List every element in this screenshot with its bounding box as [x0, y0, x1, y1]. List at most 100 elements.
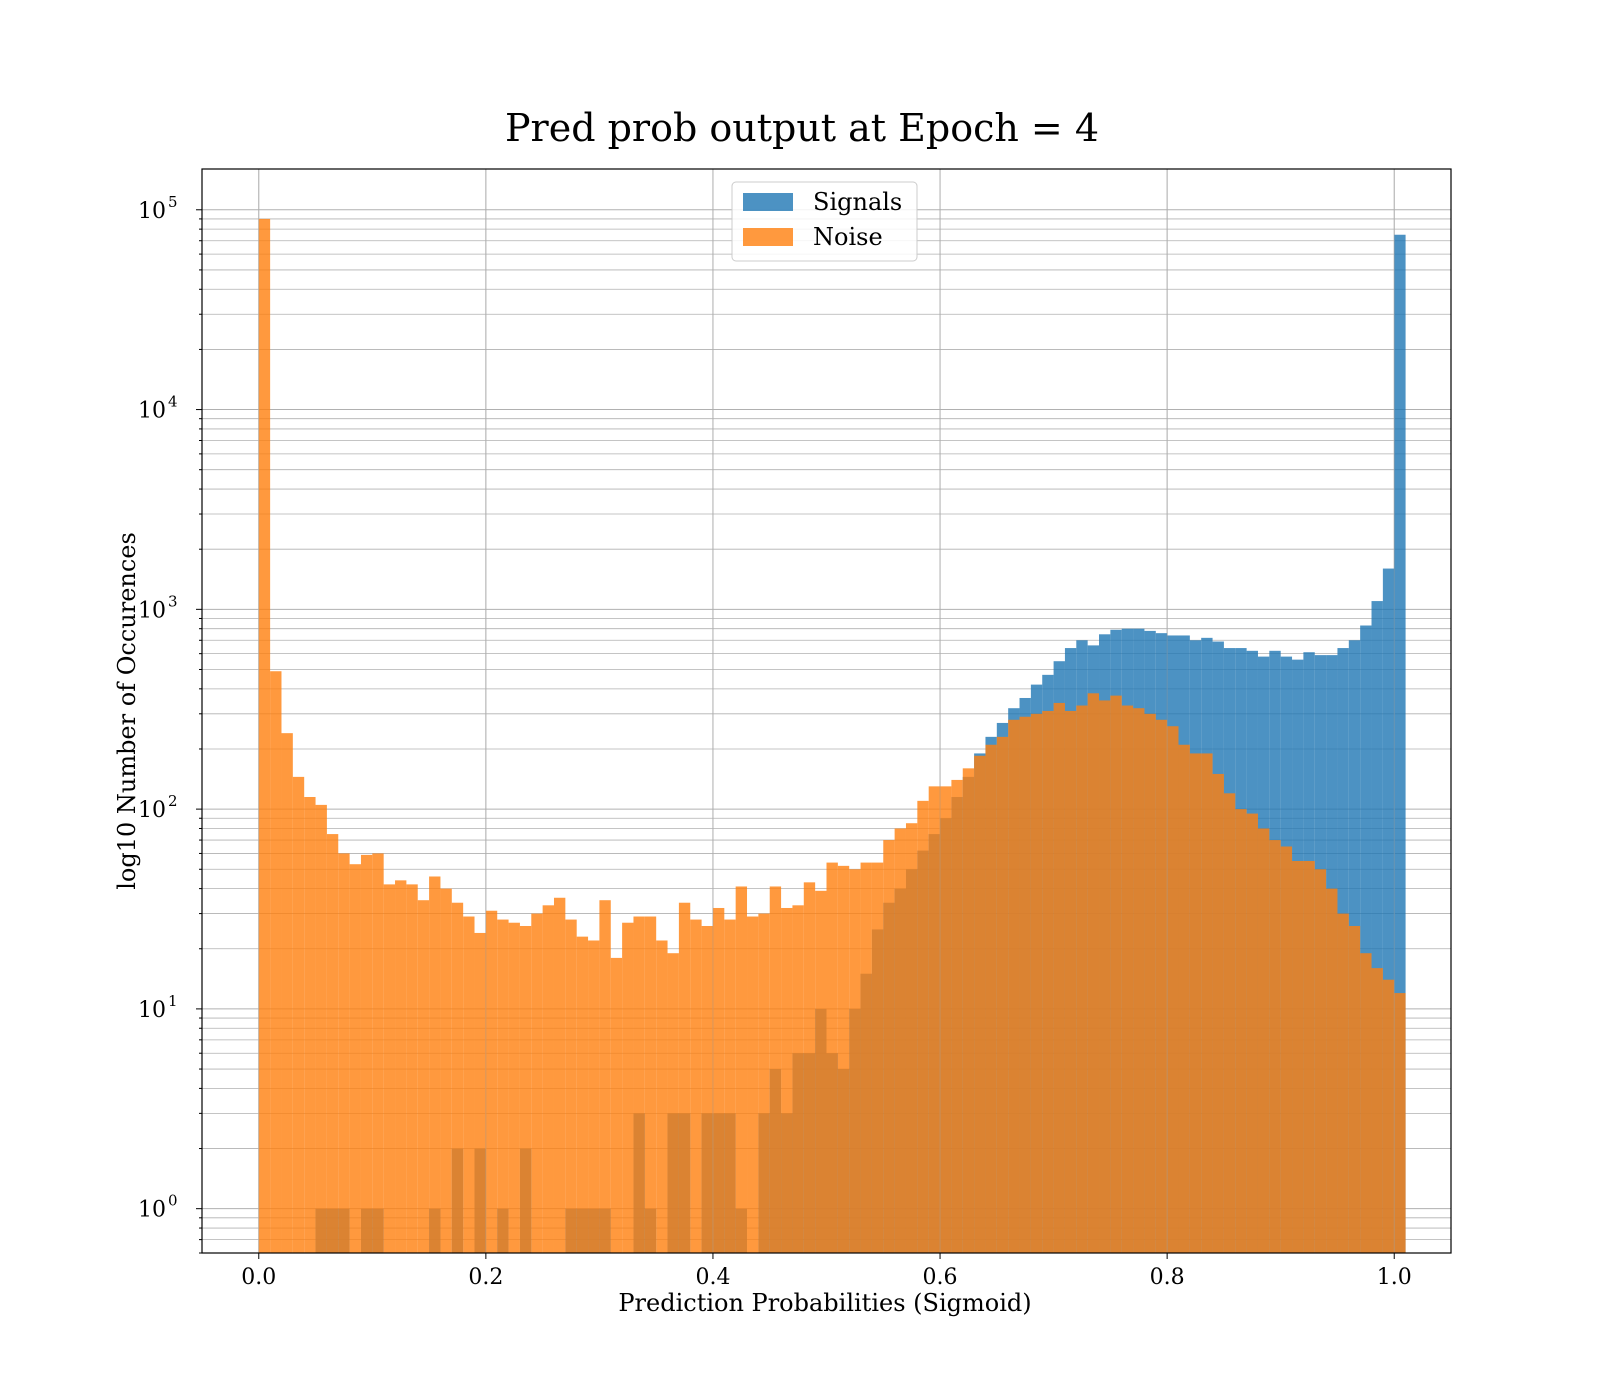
- histogram-bar-noise: [1382, 979, 1395, 1253]
- histogram-bar-noise: [667, 953, 679, 1253]
- histogram-bar-noise: [917, 800, 929, 1253]
- histogram-bar-noise: [1076, 705, 1088, 1253]
- y-tick-exponent: 2: [168, 792, 178, 810]
- histogram-bar-noise: [1360, 953, 1372, 1253]
- histogram-bar-noise: [701, 925, 713, 1253]
- y-tick-label: 10: [138, 998, 166, 1023]
- histogram-bar-noise: [678, 902, 691, 1253]
- histogram-bar-noise: [553, 897, 566, 1253]
- histogram-bar-noise: [1348, 925, 1361, 1253]
- histogram-bar-noise: [304, 796, 316, 1253]
- histogram-bar-noise: [1178, 744, 1190, 1253]
- histogram-bar-noise: [849, 869, 861, 1253]
- histogram-bar-noise: [588, 940, 600, 1253]
- legend: Signals Noise: [731, 181, 918, 262]
- legend-swatch-noise: [743, 228, 793, 246]
- histogram-bar-noise: [1053, 702, 1065, 1253]
- histogram-bar-noise: [1087, 693, 1100, 1253]
- histogram-bar-noise: [542, 905, 554, 1253]
- histogram-bar-noise: [815, 890, 827, 1253]
- histogram-bar-noise: [326, 834, 339, 1253]
- histogram-bar-noise: [1133, 708, 1145, 1253]
- histogram-bar-noise: [690, 919, 702, 1253]
- histogram-bar-noise: [338, 853, 350, 1253]
- histogram-bar-noise: [656, 940, 668, 1253]
- histogram-bar-noise: [644, 916, 657, 1253]
- histogram-bar-noise: [429, 876, 441, 1253]
- histogram-bar-noise: [372, 853, 384, 1253]
- y-tick-exponent: 3: [168, 592, 178, 610]
- histogram-bar-noise: [747, 916, 759, 1253]
- histogram-bar-noise: [1235, 809, 1247, 1253]
- x-tick-label: 0.8: [1150, 1265, 1185, 1290]
- histogram-bar-noise: [735, 886, 748, 1253]
- y-tick-label: 10: [138, 399, 166, 424]
- histogram-bar-noise: [1019, 716, 1031, 1253]
- histogram-bar-noise: [383, 884, 396, 1253]
- y-tick-label: 10: [138, 199, 166, 224]
- histogram-bar-noise: [996, 736, 1009, 1253]
- histogram-bar-noise: [758, 913, 770, 1253]
- histogram-bar-noise: [837, 865, 850, 1253]
- y-tick-exponent: 4: [168, 393, 178, 411]
- histogram-bar-noise: [1246, 813, 1258, 1253]
- legend-label-signals: Signals: [813, 188, 902, 216]
- histogram-bar-noise: [792, 905, 804, 1253]
- histogram-bar-noise: [905, 823, 918, 1253]
- histogram-bar-noise: [360, 854, 373, 1253]
- histogram-bar-noise: [1269, 840, 1281, 1253]
- histogram-bar-noise: [531, 913, 543, 1253]
- histogram-bar-signals: [1371, 601, 1383, 1253]
- histogram-bar-noise: [485, 910, 498, 1253]
- histogram-bar-noise: [474, 932, 486, 1253]
- histogram-bar-noise: [871, 862, 884, 1253]
- histogram-bar-noise: [1189, 753, 1202, 1253]
- histogram-bar-noise: [258, 218, 271, 1253]
- histogram-bar-noise: [1303, 860, 1315, 1253]
- histogram-bar-noise: [610, 957, 623, 1253]
- histogram-bar-noise: [519, 925, 532, 1253]
- histogram-bar-noise: [406, 884, 418, 1253]
- histogram-bar-noise: [928, 786, 941, 1253]
- histogram-bar-signals: [1360, 625, 1372, 1253]
- histogram-bar-noise: [724, 919, 736, 1253]
- histogram-bar-signals: [1394, 234, 1406, 1253]
- y-tick-exponent: 1: [168, 992, 178, 1010]
- histogram-bar-noise: [463, 916, 475, 1253]
- histogram-bar-noise: [1110, 695, 1122, 1253]
- y-axis-label: log10 Number of Occurences: [113, 532, 141, 890]
- bars: [258, 218, 1406, 1253]
- x-tick-label: 1.0: [1377, 1265, 1412, 1290]
- y-tick-exponent: 0: [168, 1192, 178, 1210]
- y-tick-label: 10: [138, 798, 166, 823]
- legend-label-noise: Noise: [813, 223, 883, 251]
- histogram-bar-noise: [633, 916, 645, 1253]
- histogram-bar-noise: [951, 779, 963, 1253]
- histogram-bar-noise: [894, 828, 906, 1253]
- histogram-bar-noise: [1064, 710, 1077, 1253]
- histogram-bar-noise: [508, 922, 520, 1253]
- histogram-bar-noise: [349, 864, 361, 1253]
- histogram-bar-noise: [565, 919, 577, 1253]
- legend-swatch-signals: [743, 193, 793, 211]
- chart-title: Pred prob output at Epoch = 4: [505, 106, 1099, 150]
- histogram-bar-noise: [599, 900, 611, 1253]
- histogram-bar-noise: [985, 744, 997, 1253]
- histogram-bar-noise: [1008, 719, 1020, 1253]
- histogram-bar-signals: [1382, 568, 1395, 1253]
- histogram-bar-noise: [281, 733, 293, 1253]
- histogram-bar-noise: [1337, 913, 1349, 1253]
- histogram-bar-noise: [1223, 793, 1236, 1253]
- x-axis-ticks: 0.0 0.2 0.4 0.6 0.8 1.0: [241, 1253, 1412, 1290]
- histogram-bar-noise: [860, 862, 872, 1253]
- histogram-bar-noise: [622, 922, 634, 1253]
- x-tick-label: 0.2: [468, 1265, 503, 1290]
- histogram-bar-noise: [940, 786, 952, 1253]
- histogram-bar-noise: [1099, 700, 1111, 1253]
- histogram-bar-noise: [781, 907, 793, 1253]
- histogram-bar-noise: [1394, 993, 1406, 1253]
- histogram-bar-noise: [1144, 713, 1156, 1253]
- histogram-bar-noise: [712, 907, 725, 1253]
- histogram-bar-noise: [1042, 710, 1054, 1253]
- histogram-bar-noise: [1030, 713, 1043, 1253]
